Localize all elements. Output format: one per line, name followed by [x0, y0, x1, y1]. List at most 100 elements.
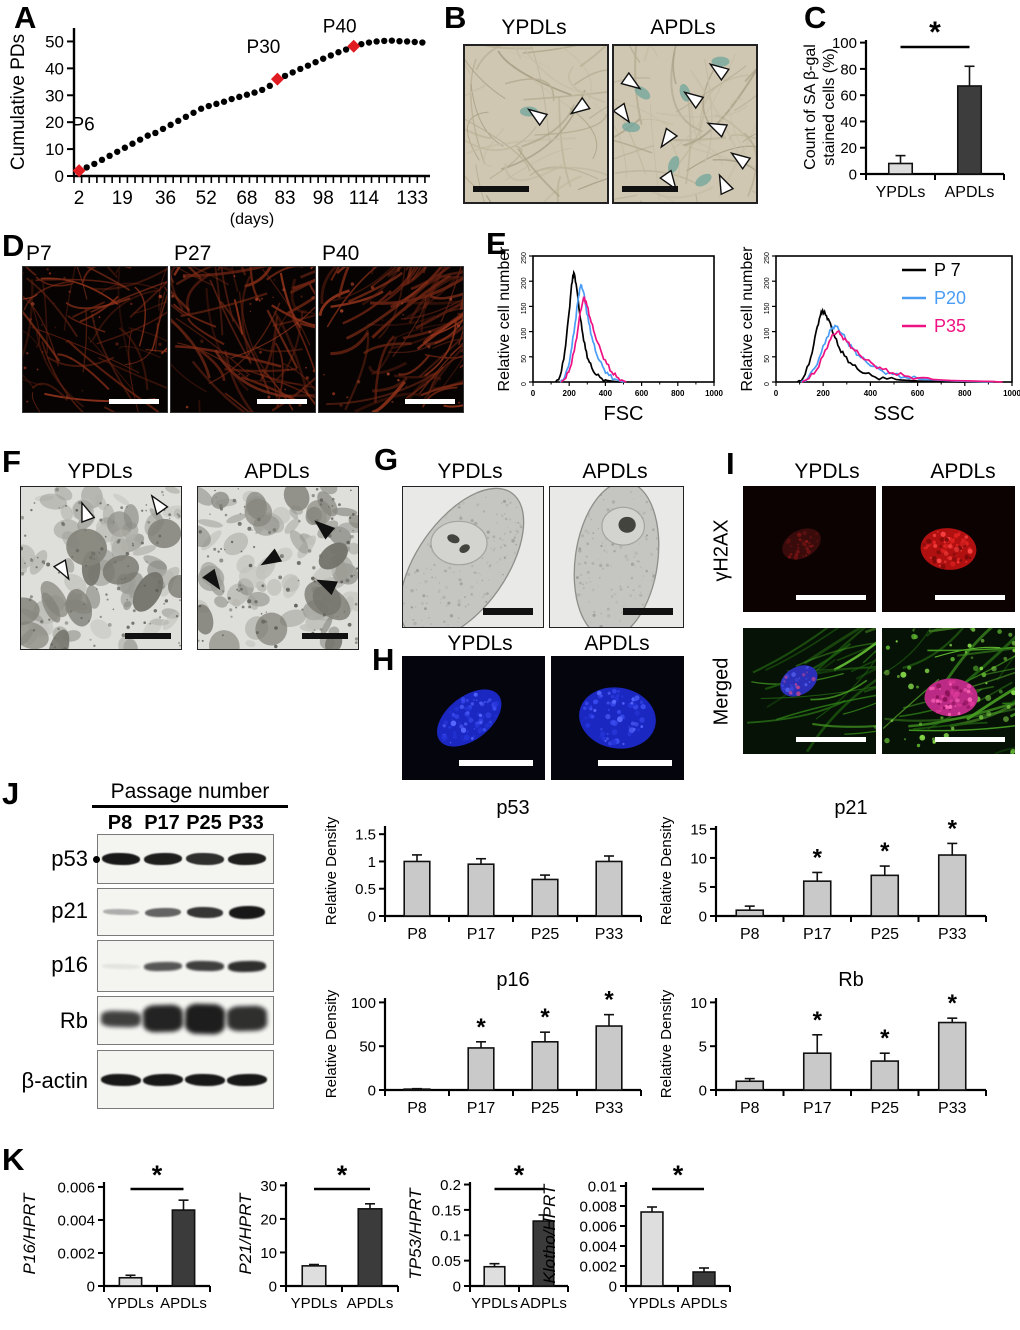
- legend-label: P35: [934, 316, 966, 336]
- nucleolus: [459, 544, 470, 554]
- bar-P8: [735, 909, 765, 917]
- y-tick-label: 250: [764, 252, 771, 264]
- y-tick-label: 0: [453, 1278, 461, 1295]
- panel-d-p40-actin-image-svg: [319, 267, 463, 412]
- scale-bar: [459, 760, 533, 766]
- y-tick-label: 10: [260, 1245, 277, 1262]
- y-tick-label: 0.006: [579, 1218, 617, 1235]
- panel-i-ypdls-merged-image-svg: [747, 628, 876, 753]
- panel-f-apdls-em-image: [197, 486, 359, 650]
- y-tick-label: 0: [699, 908, 707, 925]
- panel-k-p16-hprt-chart-svg: 0 0.002 0.004 0.006 YPDLs APDLs * P16/HPRT: [20, 1160, 211, 1312]
- panel-d-label-p7: P7: [26, 242, 52, 265]
- panel-i-apdls-gh2ax-image: [882, 486, 1015, 612]
- significance-star: *: [929, 16, 941, 49]
- passage-label: P30: [247, 37, 281, 58]
- y-tick-label: 0: [269, 1278, 277, 1295]
- y-tick-label: 100: [521, 328, 528, 340]
- category-label: YPDLs: [876, 184, 926, 201]
- y-tick-label: 0.5: [355, 881, 376, 898]
- panel-j-p53-density-chart: 0 0.5 1 1.5 P8 P17 P25 P33 Relative Density p53: [323, 790, 655, 962]
- chart-title: p21: [834, 797, 867, 819]
- panel-h-apdls-nucleus-image-svg: [579, 687, 656, 749]
- nucleus: [579, 687, 656, 749]
- blot-band: [102, 908, 140, 916]
- category-label: APDLs: [945, 184, 995, 201]
- bar-APDLs: [357, 1208, 383, 1287]
- category-label: APDLs: [681, 1295, 728, 1312]
- sa-bgal-stained-cell: [667, 155, 680, 174]
- panel-j-rb-density-chart: 0 5 10 P8 * P17 * P25 * P33 Relative Density Rb: [658, 962, 1000, 1136]
- significance-star: *: [514, 1160, 525, 1190]
- scale-bar: [483, 608, 533, 615]
- panel-j-p53-density-chart-svg: 0 0.5 1 1.5 P8 P17 P25 P33 Relative Density p53: [323, 797, 642, 943]
- bar-YPDLs: [640, 1211, 664, 1287]
- panel-f-ypdls-em-image-svg: [21, 487, 181, 649]
- arrowhead-icon: [683, 91, 705, 110]
- panel-e-letter: E: [486, 226, 507, 261]
- arrowhead-icon: [659, 169, 678, 191]
- category-label: P8: [407, 1100, 427, 1117]
- bar-P25: [531, 1041, 559, 1091]
- y-tick-label: 0.004: [57, 1212, 95, 1229]
- significance-star: *: [540, 1004, 550, 1031]
- panel-j-lane-p25: P25: [186, 812, 222, 834]
- blot-band: [142, 1073, 184, 1087]
- y-tick-label: 1: [368, 854, 376, 871]
- y-tick-label: 100: [832, 35, 857, 52]
- y-axis-label: Relative cell number: [496, 246, 513, 392]
- arrowhead-icon: [706, 122, 729, 138]
- blot-band: [143, 961, 183, 972]
- panel-b-letter: B: [444, 0, 467, 35]
- sa-bgal-stained-cell: [695, 173, 712, 187]
- panel-j-p16-density-chart: 0 50 100 P8 * P17 * P25 * P33 Relative Density p16: [323, 962, 655, 1136]
- chart-title: p53: [496, 797, 529, 819]
- y-axis-label: Relative Density: [323, 816, 340, 925]
- panel-j-rb-density-chart-svg: 0 5 10 P8 * P17 * P25 * P33 Relative Density Rb: [658, 969, 987, 1117]
- panel-j-blot-label-p21: p21: [51, 898, 88, 923]
- category-label: P8: [740, 926, 760, 943]
- category-label: ADPLs: [520, 1295, 567, 1312]
- y-tick-label: 50: [764, 355, 771, 363]
- y-tick-label: 0.2: [440, 1177, 461, 1194]
- panel-i-letter: I: [726, 446, 735, 481]
- x-tick-label: 200: [563, 389, 577, 398]
- series-P35: [560, 295, 627, 383]
- bar-P17: [467, 863, 495, 917]
- y-tick-label: 50: [45, 32, 64, 51]
- significance-star: *: [152, 1160, 163, 1190]
- series-P20: [800, 324, 994, 383]
- significance-star: *: [604, 987, 614, 1014]
- x-tick-label: 0: [531, 389, 536, 398]
- panel-b-apdls-micrograph-svg: [614, 46, 756, 202]
- x-tick-label: 36: [155, 188, 176, 209]
- category-label: YPDLs: [291, 1295, 338, 1312]
- legend-label: P20: [934, 288, 966, 308]
- x-tick-label: 400: [599, 389, 613, 398]
- panel-c-sa-bgal-chart-svg: 0 20 40 60 80 100 YPDLs APDLs * Count of SA β-gal…: [802, 16, 1005, 201]
- sa-bgal-stained-cell: [634, 86, 651, 100]
- x-tick-label: 133: [396, 188, 428, 209]
- y-tick-label: 0.01: [588, 1178, 617, 1195]
- passage-marker-P40: [347, 39, 361, 53]
- y-tick-label: 0.15: [432, 1202, 461, 1219]
- nucleolus: [447, 534, 460, 544]
- y-tick-label: 30: [45, 86, 64, 105]
- category-label: YPDLs: [107, 1295, 154, 1312]
- panel-k-klotho-hprt-chart-svg: 0 0.002 0.004 0.006 0.008 0.01 YPDLs APDLs * Klot…: [540, 1160, 731, 1312]
- panel-d-p40-actin-image: [318, 266, 464, 413]
- panel-h-letter: H: [372, 642, 395, 677]
- y-axis-label: TP53/HPRT: [406, 1187, 425, 1280]
- arrowhead-icon: [150, 494, 169, 516]
- legend-label: P 7: [934, 260, 961, 280]
- arrowhead-icon: [569, 96, 591, 115]
- category-label: P33: [595, 1100, 624, 1117]
- category-label: P25: [871, 1100, 900, 1117]
- y-tick-label: 20: [260, 1211, 277, 1228]
- panel-i-row-gh2ax: γH2AX: [710, 519, 733, 582]
- panel-k-letter: K: [2, 1142, 25, 1177]
- nucleus: [920, 528, 977, 570]
- panel-i-ypdls-gh2ax-image-svg: [782, 528, 821, 560]
- y-tick-label: 0: [699, 1082, 707, 1099]
- blot-band: [226, 1073, 268, 1087]
